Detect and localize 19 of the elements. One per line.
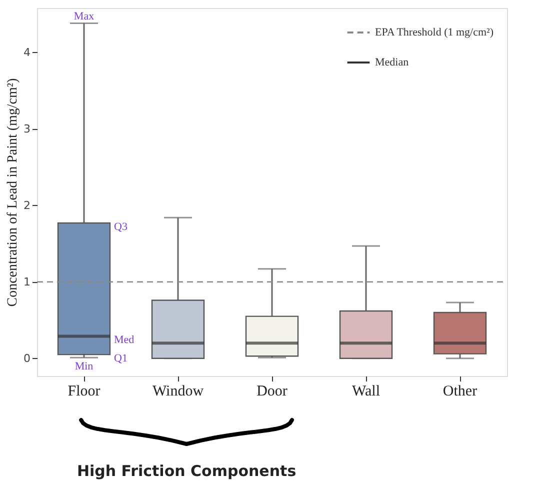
x-tick-label: Door bbox=[256, 384, 288, 400]
y-tick-label: 2 bbox=[24, 198, 30, 212]
annotation: Max bbox=[74, 10, 95, 22]
annotation: Med bbox=[114, 334, 135, 346]
annotation: Q1 bbox=[114, 352, 128, 365]
y-tick-label: 1 bbox=[24, 275, 30, 288]
x-tick-label: Floor bbox=[68, 384, 100, 400]
annotation: Q3 bbox=[114, 220, 128, 233]
x-tick-label: Other bbox=[442, 384, 478, 400]
legend-label: EPA Threshold (1 mg/cm²) bbox=[375, 26, 494, 38]
y-tick-label: 0 bbox=[24, 352, 30, 365]
annotation: Min bbox=[74, 360, 94, 373]
text: High Friction Components bbox=[76, 462, 296, 480]
x-tick-label: Wall bbox=[352, 384, 380, 400]
x-tick-label: Window bbox=[152, 384, 204, 400]
y-tick-label: 3 bbox=[24, 122, 30, 136]
y-axis-title: Concentration of Lead in Paint (mg/cm²) bbox=[6, 78, 20, 307]
annotation: Median bbox=[375, 56, 410, 68]
y-tick-label: 4 bbox=[24, 46, 30, 59]
